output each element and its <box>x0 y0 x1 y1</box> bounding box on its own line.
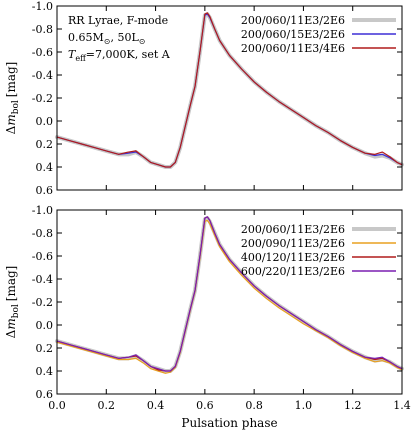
legend: 200/060/11E3/2E6200/090/11E3/2E6400/120/… <box>241 223 396 278</box>
legend-entry-label: 200/060/11E3/4E6 <box>241 42 345 55</box>
annotation-teff-sub: eff <box>75 54 87 63</box>
y-tick-label: 0.4 <box>36 161 54 174</box>
y-tick-label: -0.4 <box>32 273 53 286</box>
annotation-teff-rest: =7,000K, set A <box>86 48 171 61</box>
y-tick-label: -0.8 <box>32 227 53 240</box>
y-tick-label: -1.0 <box>32 0 53 13</box>
y-tick-label: -0.6 <box>32 46 53 59</box>
y-tick-label: 0.2 <box>36 138 54 151</box>
sun-symbol: ⊙ <box>104 37 111 46</box>
x-tick-label: 1.4 <box>393 399 411 412</box>
y-axis-label-delta: Δ <box>4 125 18 134</box>
y-tick-label: 0.0 <box>36 115 54 128</box>
series-line-4 <box>56 216 403 372</box>
chart-panel-bottom: -1.0-0.8-0.6-0.4-0.20.00.20.40.60.0 0.2 0.… <box>4 204 411 430</box>
y-axis-label-unit: [mag] <box>4 62 18 98</box>
y-tick-label: 0.4 <box>36 365 54 378</box>
plot-frame <box>56 5 403 191</box>
annotation-mass: 0.65M <box>68 31 104 44</box>
y-tick-label: 0.6 <box>36 184 54 197</box>
x-tick-label: 1.2 <box>344 399 362 412</box>
y-axis-label-unit: [mag] <box>4 266 18 302</box>
x-tick-label: 1.0 <box>295 399 313 412</box>
annotation-line-1: RR Lyrae, F-mode <box>68 14 168 27</box>
y-axis-label-m: m <box>4 318 18 329</box>
y-tick-label: -0.6 <box>32 250 53 263</box>
x-tick-label: 0.8 <box>245 399 263 412</box>
y-axis-label-sub: bol <box>11 304 21 318</box>
y-tick-label: -0.2 <box>32 296 53 309</box>
legend-entry-label: 200/060/11E3/2E6 <box>241 14 345 27</box>
plot-frame <box>56 209 403 395</box>
legend-entry-label: 200/060/11E3/2E6 <box>241 223 345 236</box>
y-axis-label-delta: Δ <box>4 329 18 338</box>
sun-symbol: ⊙ <box>139 37 146 46</box>
y-tick-label: 0.6 <box>36 388 54 401</box>
y-axis-label: Δmbol [mag] <box>4 266 21 339</box>
annotation-luminosity: , 50L <box>110 31 139 44</box>
y-tick-label: 0.2 <box>36 342 54 355</box>
x-tick-label: 0.0 <box>48 399 66 412</box>
y-tick-label: -1.0 <box>32 204 53 217</box>
x-axis-label: Pulsation phase <box>181 416 277 430</box>
legend: 200/060/11E3/2E6200/060/15E3/2E6200/060/… <box>241 14 396 55</box>
chart-panel-top: -1.0 -0.8 -0.6 -0.4 -0.2 0.0 0.2 0.4 0.6 Δmbol [ma… <box>4 0 404 197</box>
legend-entry-label: 200/060/15E3/2E6 <box>241 28 345 41</box>
annotation-line-2: 0.65M⊙, 50L⊙ <box>68 31 145 46</box>
y-axis-label-m: m <box>4 114 18 125</box>
y-axis-label: Δmbol [mag] <box>4 62 21 135</box>
x-tick-label: 0.6 <box>196 399 214 412</box>
y-tick-label: -0.2 <box>32 92 53 105</box>
y-axis-label-sub: bol <box>11 100 21 114</box>
legend-entry-label: 200/090/11E3/2E6 <box>241 237 345 250</box>
x-tick-label: 0.2 <box>98 399 116 412</box>
series-line-1 <box>55 216 404 373</box>
annotation-line-3: Teff=7,000K, set A <box>68 48 171 63</box>
series-line-3 <box>56 12 403 168</box>
legend-entry-label: 600/220/11E3/2E6 <box>241 265 345 278</box>
y-tick-label: 0.0 <box>36 319 54 332</box>
y-tick-label: -0.4 <box>32 69 53 82</box>
annotation-teff-T: T <box>68 48 77 61</box>
y-tick-label: -0.8 <box>32 23 53 36</box>
series-line-2 <box>56 219 403 374</box>
legend-entry-label: 400/120/11E3/2E6 <box>241 251 345 264</box>
x-tick-label: 0.4 <box>147 399 165 412</box>
